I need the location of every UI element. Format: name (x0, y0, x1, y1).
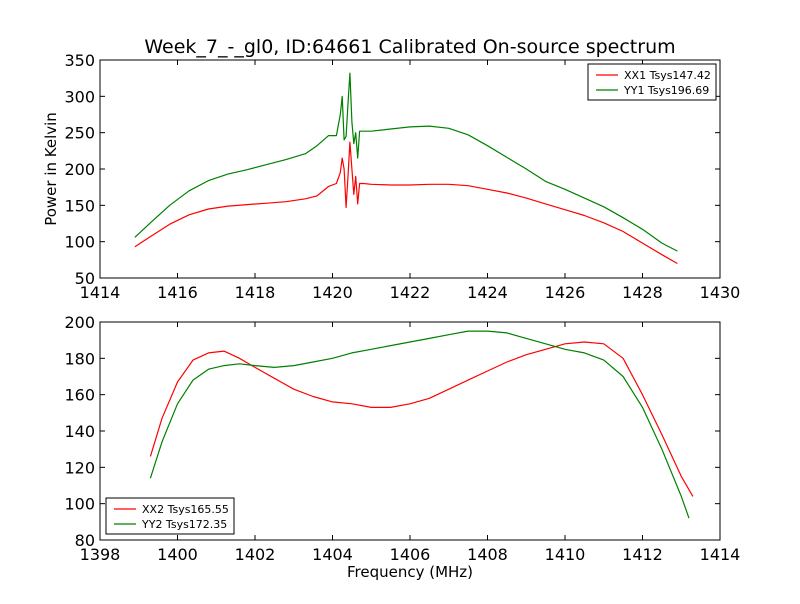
legend-panel-2: XX2 Tsys165.55 YY2 Tsys172.35 (105, 497, 235, 535)
y-tick-label: 150 (64, 196, 95, 215)
series-line-2-panel-1 (134, 72, 678, 252)
x-tick-label: 1402 (235, 545, 276, 564)
x-tick-label: 1414 (80, 283, 121, 302)
y-tick-label: 180 (64, 349, 95, 368)
x-tick-label: 1404 (312, 545, 353, 564)
y-tick-label: 250 (64, 124, 95, 143)
x-tick-label: 1430 (700, 283, 741, 302)
y-tick-label: 100 (64, 495, 95, 514)
y-tick-label: 200 (64, 160, 95, 179)
x-axis-label: Frequency (MHz) (347, 563, 473, 581)
y-tick-label: 160 (64, 386, 95, 405)
series-line-2-panel-2 (149, 330, 690, 519)
legend-label-1: XX1 Tsys147.42 (624, 69, 711, 82)
chart-title: Week_7_-_gl0, ID:64661 Calibrated On-sou… (144, 36, 675, 58)
x-tick-label: 1410 (545, 545, 586, 564)
legend-box (587, 63, 717, 101)
y-axis-label: Power in Kelvin (42, 112, 60, 226)
x-tick-label: 1398 (80, 545, 121, 564)
x-tick-label: 1416 (157, 283, 198, 302)
legend-panel-1: XX1 Tsys147.42 YY1 Tsys196.69 (587, 63, 717, 101)
series-line-1-panel-1 (134, 141, 678, 265)
y-tick-label: 200 (64, 313, 95, 332)
x-tick-label: 1418 (235, 283, 276, 302)
x-tick-label: 1406 (390, 545, 431, 564)
x-tick-label: 1422 (390, 283, 431, 302)
y-tick-label: 350 (64, 51, 95, 70)
y-tick-label: 120 (64, 458, 95, 477)
top-panel: 1414 1416 1418 1420 1422 1424 1426 1428 1430 50 10… (64, 51, 740, 302)
x-tick-label: 1424 (467, 283, 508, 302)
x-tick-label: 1420 (312, 283, 353, 302)
x-tick-label: 1428 (622, 283, 663, 302)
x-tick-label: 1412 (622, 545, 663, 564)
y-tick-label: 80 (75, 531, 95, 550)
legend-label-1: XX2 Tsys165.55 (142, 503, 229, 516)
y-tick-label: 300 (64, 87, 95, 106)
x-tick-label: 1400 (157, 545, 198, 564)
y-tick-label: 140 (64, 422, 95, 441)
x-tick-label: 1426 (545, 283, 586, 302)
series-line-1-panel-2 (149, 341, 694, 497)
y-tick-label: 100 (64, 233, 95, 252)
y-tick-label: 50 (75, 269, 95, 288)
legend-label-2: YY2 Tsys172.35 (141, 518, 227, 531)
bottom-panel: 1398 1400 1402 1404 1406 1408 1410 1412 1414 80 10… (64, 313, 740, 564)
x-tick-label: 1414 (700, 545, 741, 564)
x-tick-label: 1408 (467, 545, 508, 564)
legend-label-2: YY1 Tsys196.69 (623, 84, 709, 97)
legend-box (105, 497, 235, 535)
